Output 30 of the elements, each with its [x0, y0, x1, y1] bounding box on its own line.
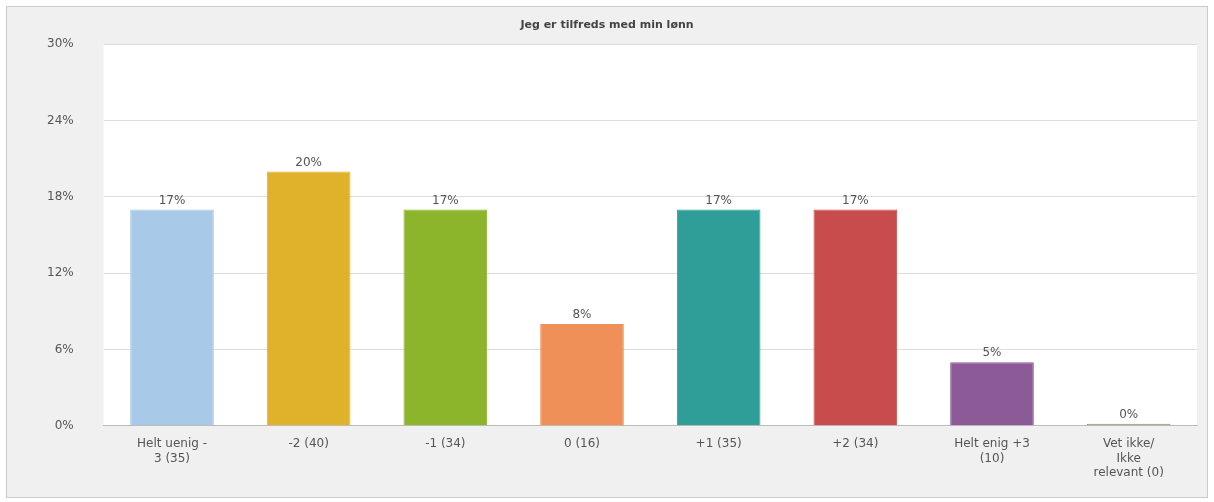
x-tick-label: +2 (34)	[832, 436, 879, 451]
chart-title: Jeg er tilfreds med min lønn	[519, 18, 694, 32]
bar	[403, 209, 488, 426]
x-tick-label: 0 (16)	[563, 436, 601, 451]
y-tick-label: 18%	[47, 188, 74, 203]
x-tick-label: Helt enig +3 (10)	[954, 436, 1030, 465]
data-label: 17%	[432, 192, 459, 207]
x-tick-label: Vet ikke/ Ikke relevant (0)	[1093, 436, 1164, 479]
bar	[130, 209, 214, 426]
y-tick-label: 6%	[54, 341, 74, 356]
x-tick-label: +1 (35)	[695, 436, 742, 451]
bar	[676, 209, 761, 426]
x-tick-label: Helt uenig - 3 (35)	[137, 436, 207, 465]
y-tick-label: 12%	[47, 265, 74, 280]
bar	[266, 171, 351, 426]
bar	[950, 362, 1034, 426]
bar	[540, 324, 624, 426]
data-label: 17%	[842, 192, 869, 207]
data-label: 8%	[572, 307, 592, 322]
y-tick-label: 24%	[47, 112, 74, 127]
y-tick-label: 30%	[47, 36, 74, 51]
data-label: 5%	[982, 345, 1002, 360]
x-tick-label: -2 (40)	[288, 436, 329, 451]
data-label: 0%	[1119, 406, 1139, 421]
x-tick-label: -1 (34)	[425, 436, 466, 451]
data-label: 17%	[158, 192, 186, 207]
data-label: 20%	[295, 154, 323, 169]
bar	[813, 209, 898, 426]
y-tick-label: 0%	[54, 417, 74, 432]
data-label: 17%	[705, 192, 732, 207]
